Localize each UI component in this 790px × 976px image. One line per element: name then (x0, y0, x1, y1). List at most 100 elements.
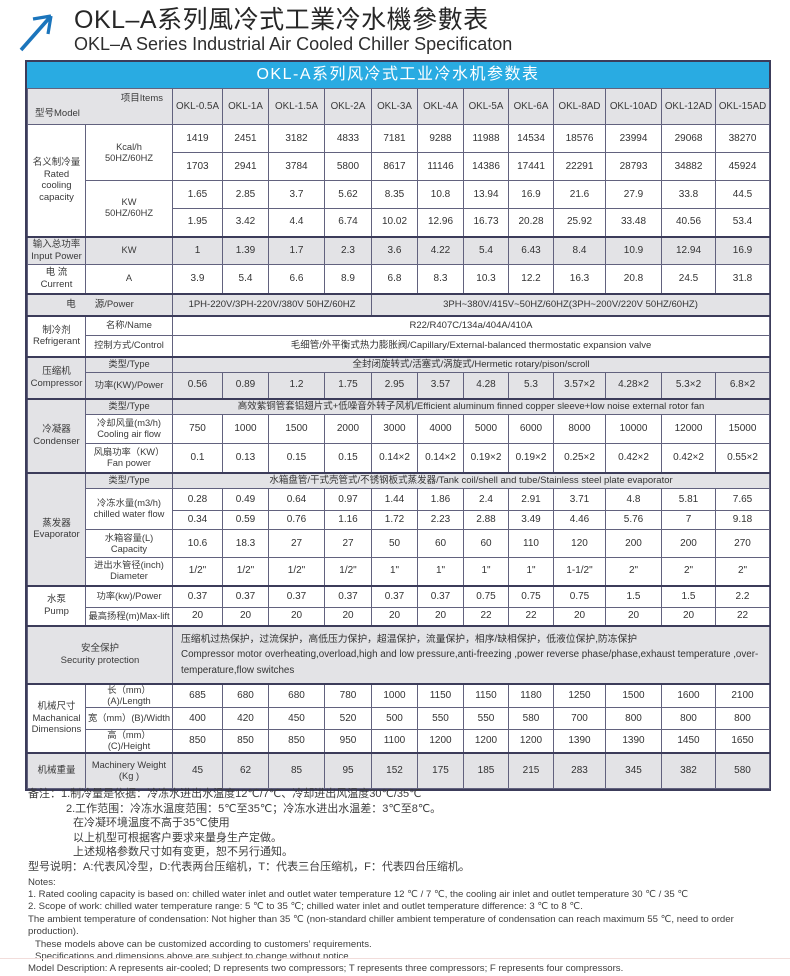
item-cell: 功率(KW)/Power (85, 372, 173, 399)
value-cell: 1" (463, 557, 509, 586)
value-cell: 53.4 (715, 208, 770, 237)
value-cell: 10.6 (172, 529, 223, 558)
item-cell: Kcal/h 50HZ/60HZ (85, 124, 173, 181)
value-cell: 0.25×2 (553, 443, 606, 473)
value-cell: 3000 (371, 414, 418, 444)
model-header-cell: OKL-5A (463, 88, 509, 125)
value-cell: 200 (661, 529, 716, 558)
value-cell: 20 (605, 607, 662, 626)
value-cell: 20 (661, 607, 716, 626)
item-cell: A (85, 264, 173, 294)
value-cell: 850 (222, 729, 269, 754)
value-cell: 45924 (715, 152, 770, 181)
item-cell: 功率(kw)/Power (85, 584, 173, 608)
item-cell: KW 50HZ/60HZ (85, 180, 173, 237)
item-cell: 类型/Type (85, 355, 173, 373)
value-cell: 0.1 (172, 443, 223, 473)
value-cell: 7181 (371, 124, 418, 153)
value-cell: 11146 (417, 152, 464, 181)
notes-en-block: Notes: 1. Rated cooling capacity is based… (28, 877, 773, 976)
value-cell: 33.8 (661, 180, 716, 209)
category-cell: 输入总功率 Input Power (27, 235, 86, 265)
value-cell: 20 (324, 607, 372, 626)
value-cell: 185 (463, 752, 509, 789)
value-cell: 345 (605, 752, 662, 789)
value-cell: 4000 (417, 414, 464, 444)
value-cell: 2.85 (222, 180, 269, 209)
value-cell: 0.56 (172, 372, 223, 399)
value-cell: 1.72 (371, 510, 418, 530)
value-cell: 0.59 (222, 510, 269, 530)
value-cell: 1.16 (324, 510, 372, 530)
notes-zh-line: 在冷凝环境温度不高于35℃使用 (73, 817, 230, 830)
value-cell: 20 (268, 607, 325, 626)
value-cell: 800 (661, 707, 716, 730)
value-cell: 0.15 (324, 443, 372, 473)
span-cell: 3PH~380V/415V~50HZ/60HZ(3PH~200V/220V 50… (371, 292, 770, 316)
value-cell: 28793 (605, 152, 662, 181)
value-cell: 1390 (605, 729, 662, 754)
item-cell: 控制方式/Control (85, 335, 173, 357)
value-cell: 6.8 (371, 264, 418, 294)
value-cell: 1/2" (268, 557, 325, 586)
value-cell: 0.14×2 (417, 443, 464, 473)
value-cell: 60 (417, 529, 464, 558)
value-cell: 1.5 (661, 584, 716, 608)
item-cell: 风扇功率（KW） Fan power (85, 443, 173, 473)
value-cell: 20 (172, 607, 223, 626)
value-cell: 21.6 (553, 180, 606, 209)
value-cell: 50 (371, 529, 418, 558)
value-cell: 950 (324, 729, 372, 754)
value-cell: 382 (661, 752, 716, 789)
value-cell: 2941 (222, 152, 269, 181)
corner-cell: 型号Model 项目Items (27, 88, 173, 125)
notes-section: 备注：1.制冷量是依据：冷冻水进出水温度12℃/7℃、冷却进出风温度30℃/35… (28, 787, 773, 976)
value-cell: 1.95 (172, 208, 223, 237)
span-cell: 水箱盘管/干式壳管式/不锈钢板式蒸发器/Tank coil/shell and … (172, 471, 770, 489)
value-cell: 270 (715, 529, 770, 558)
value-cell: 1.39 (222, 235, 269, 265)
value-cell: 17441 (508, 152, 554, 181)
notes-zh-block: 备注：1.制冷量是依据：冷冻水进出水温度12℃/7℃、冷却进出风温度30℃/35… (28, 787, 773, 875)
model-header-cell: OKL-10AD (605, 88, 662, 125)
value-cell: 1/2" (172, 557, 223, 586)
value-cell: 0.75 (508, 584, 554, 608)
value-cell: 700 (553, 707, 606, 730)
value-cell: 0.42×2 (605, 443, 662, 473)
value-cell: 175 (417, 752, 464, 789)
value-cell: 1000 (222, 414, 269, 444)
notes-en-line: Specifications and dimensions above are … (35, 951, 352, 962)
value-cell: 1.5 (605, 584, 662, 608)
value-cell: 0.15 (268, 443, 325, 473)
value-cell: 10.8 (417, 180, 464, 209)
category-cell: 蒸发器 Evaporator (27, 471, 86, 586)
value-cell: 2" (715, 557, 770, 586)
value-cell: 0.75 (463, 584, 509, 608)
model-header-cell: OKL-1A (222, 88, 269, 125)
value-cell: 6.6 (268, 264, 325, 294)
value-cell: 5800 (324, 152, 372, 181)
model-header-cell: OKL-12AD (661, 88, 716, 125)
value-cell: 2.23 (417, 510, 464, 530)
value-cell: 9288 (417, 124, 464, 153)
item-cell: 冷冻水量(m3/h) chilled water flow (85, 488, 173, 530)
value-cell: 40.56 (661, 208, 716, 237)
value-cell: 5.76 (605, 510, 662, 530)
value-cell: 5.81 (661, 488, 716, 511)
value-cell: 685 (172, 683, 223, 708)
value-cell: 0.42×2 (661, 443, 716, 473)
value-cell: 34882 (661, 152, 716, 181)
value-cell: 1.86 (417, 488, 464, 511)
value-cell: 6.8×2 (715, 372, 770, 399)
span-cell: R22/R407C/134a/404A/410A (172, 314, 770, 336)
page-header: OKL–A系列風冷式工業冷水機參數表 OKL–A Series Industri… (0, 0, 790, 58)
value-cell: 14534 (508, 124, 554, 153)
value-cell: 1000 (371, 683, 418, 708)
value-cell: 0.28 (172, 488, 223, 511)
value-cell: 12.94 (661, 235, 716, 265)
value-cell: 15000 (715, 414, 770, 444)
item-cell: 最高扬程(m)Max-lift (85, 607, 173, 626)
value-cell: 1.44 (371, 488, 418, 511)
value-cell: 152 (371, 752, 418, 789)
value-cell: 8.9 (324, 264, 372, 294)
